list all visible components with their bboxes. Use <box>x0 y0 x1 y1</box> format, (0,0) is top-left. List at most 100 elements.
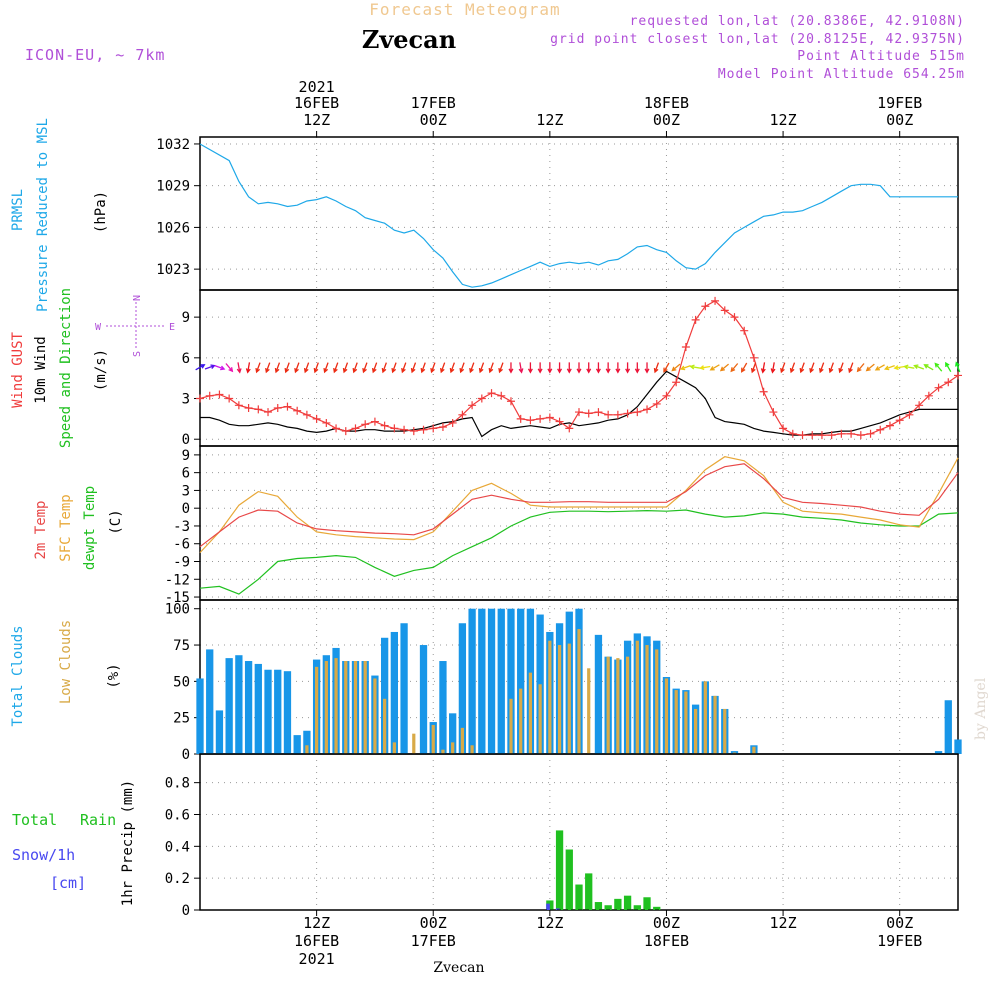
precip-tick-label: 0 <box>182 903 190 919</box>
low-cloud-bar <box>625 656 630 754</box>
watermark: by Angel <box>973 677 989 740</box>
low-cloud-bar <box>538 684 542 754</box>
wind-direction-arrow <box>615 362 621 374</box>
wind-direction-arrow <box>236 362 242 374</box>
total-cloud-bar <box>507 608 515 754</box>
gust-point <box>895 416 904 425</box>
precip-unit: 1hr Precip (mm) <box>120 780 136 906</box>
wind-direction-arrow <box>780 362 786 374</box>
gust-point <box>225 394 234 403</box>
rain-bar <box>623 895 632 910</box>
gust-point <box>924 391 933 400</box>
wind-direction-arrow <box>381 362 387 374</box>
temp-frame <box>199 445 959 601</box>
bottom-time-label: 12Z <box>303 914 330 932</box>
gust-point <box>643 405 652 414</box>
total-cloud-bar <box>419 645 428 754</box>
gust-point <box>264 408 273 417</box>
rain-bar <box>604 905 612 910</box>
wind-direction-arrow <box>679 365 691 371</box>
wind-direction-arrow <box>439 362 446 374</box>
wind-direction-arrow <box>195 364 206 371</box>
low-cloud-bar <box>587 668 591 754</box>
rain-bar <box>555 830 564 910</box>
gust-point <box>652 399 661 408</box>
low-cloud-bar <box>528 672 533 754</box>
gust-point <box>497 391 506 400</box>
rain-bar <box>633 905 641 910</box>
snow-bar <box>546 903 550 910</box>
pressure-label-2: Pressure Reduced to MSL <box>35 118 51 312</box>
wind-direction-arrow <box>741 362 748 373</box>
total-cloud-bar <box>944 700 952 754</box>
precip-tick-label: 0.2 <box>165 871 190 887</box>
wind-direction-arrow <box>557 362 563 374</box>
temp-tick-label: 9 <box>182 448 190 464</box>
gust-point <box>196 394 204 403</box>
total-cloud-bar <box>196 678 204 754</box>
gust-point <box>779 424 788 433</box>
pressure-frame <box>199 136 959 291</box>
gust-point <box>944 378 953 387</box>
wind-direction-arrow <box>294 362 300 374</box>
bottom-time-label: 12Z <box>770 914 797 932</box>
wind-label-1: Wind GUST <box>10 332 26 408</box>
wind-direction-arrow <box>342 362 349 374</box>
gust-point <box>749 353 758 362</box>
gust-point <box>769 408 778 417</box>
wind-speed-line <box>200 370 958 438</box>
gust-point <box>400 425 409 434</box>
gust-point <box>837 429 846 438</box>
cloud-tick-label: 50 <box>173 674 190 690</box>
wind-direction-arrow <box>265 362 271 374</box>
gust-point <box>788 429 797 438</box>
temp-tick-label: -15 <box>165 590 190 606</box>
gust-point <box>662 391 671 400</box>
gust-point <box>808 431 817 440</box>
wind-direction-arrow <box>498 362 504 374</box>
low-cloud-bar <box>470 745 474 754</box>
gust-point <box>672 378 681 387</box>
low-cloud-bar <box>694 708 698 754</box>
wind-direction-arrow <box>818 362 825 374</box>
rain-bar <box>565 849 573 910</box>
gust-point <box>332 424 341 433</box>
low-cloud-bar <box>635 640 639 754</box>
wind-direction-arrow <box>508 362 514 374</box>
total-cloud-bar <box>458 623 467 754</box>
bottom-time-label: 16FEB <box>294 932 339 950</box>
temp-labels: 2m Temp SFC Temp dewpt Temp (C) <box>33 486 124 570</box>
gust-point <box>322 418 331 427</box>
gust-point <box>477 394 486 403</box>
bottom-time-label: 18FEB <box>644 932 689 950</box>
gust-point <box>711 296 720 305</box>
low-cloud-bar <box>353 661 358 754</box>
gust-point <box>361 420 370 429</box>
gust-point <box>856 431 865 440</box>
low-cloud-bar <box>674 690 678 754</box>
low-cloud-bar <box>412 733 416 754</box>
wind-direction-arrow <box>333 362 339 374</box>
gust-point <box>691 315 700 324</box>
wind-direction-arrow <box>709 364 720 371</box>
gridpoint-coords: grid point closest lon,lat (20.8125E, 42… <box>550 32 965 47</box>
total-cloud-bar <box>274 669 282 754</box>
pressure-line <box>199 143 958 288</box>
gust-point <box>613 410 622 419</box>
station-title: Zvecan <box>362 25 456 54</box>
gust-point <box>234 401 243 410</box>
top-time-label: 2021 <box>299 78 335 96</box>
wind-direction-arrow <box>362 362 368 374</box>
low-cloud-bar <box>441 749 445 754</box>
wind-direction-arrow <box>689 364 701 370</box>
wind-direction-arrow <box>214 365 226 371</box>
low-cloud-bar <box>713 695 717 754</box>
compass-n: N <box>132 295 143 301</box>
low-cloud-bar <box>557 645 562 754</box>
temp-tick-label: 6 <box>182 466 190 482</box>
gust-point <box>215 390 224 399</box>
low-cloud-bar <box>577 629 581 754</box>
total-cloud-bar <box>934 751 943 754</box>
gust-point <box>458 410 467 419</box>
gust-point <box>390 424 399 433</box>
